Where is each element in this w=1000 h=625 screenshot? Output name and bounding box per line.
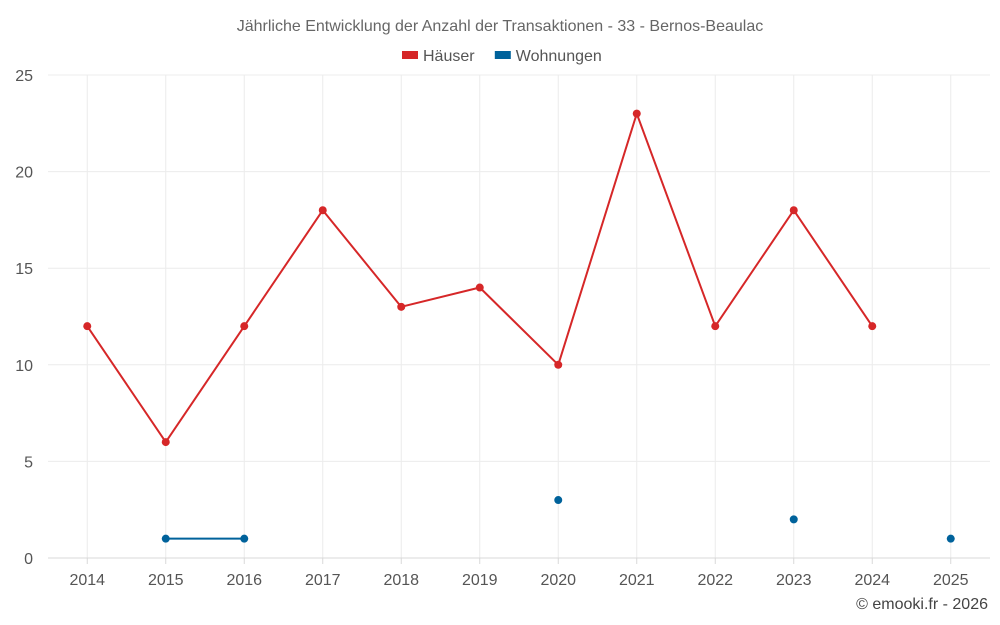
y-tick-label: 25 xyxy=(15,68,33,85)
x-tick-label: 2017 xyxy=(305,572,341,589)
x-tick-label: 2025 xyxy=(933,572,969,589)
series-line-segment xyxy=(714,209,795,328)
x-tick-label: 2021 xyxy=(619,572,655,589)
series-line-segment xyxy=(164,325,246,444)
series-line-segment xyxy=(792,209,874,328)
x-tick-label: 2024 xyxy=(854,572,890,589)
series-Wohnungen xyxy=(161,496,955,543)
series-line-segment xyxy=(635,112,717,328)
data-point xyxy=(632,109,641,118)
data-point xyxy=(475,283,484,292)
series-line-segment xyxy=(557,112,638,366)
y-tick-label: 20 xyxy=(15,165,33,182)
x-tick-label: 2014 xyxy=(69,572,105,589)
data-point xyxy=(83,322,92,331)
series-line-segment xyxy=(86,325,167,444)
data-point xyxy=(240,534,249,543)
chart-title: Jährliche Entwicklung der Anzahl der Tra… xyxy=(237,18,764,35)
x-tick-label: 2020 xyxy=(540,572,576,589)
legend-label: Wohnungen xyxy=(516,48,602,65)
legend-swatch xyxy=(402,51,418,59)
x-tick-label: 2019 xyxy=(462,572,498,589)
x-tick-label: 2022 xyxy=(697,572,733,589)
y-tick-label: 5 xyxy=(24,454,33,471)
series-line-segment xyxy=(478,286,560,366)
credit: © emooki.fr - 2026 xyxy=(856,596,988,613)
y-tick-label: 0 xyxy=(24,551,33,568)
data-point xyxy=(868,322,877,331)
y-tick-label: 10 xyxy=(15,358,33,375)
data-point xyxy=(789,515,798,524)
series-Häuser xyxy=(83,109,877,447)
x-tick-label: 2015 xyxy=(148,572,184,589)
plot-area xyxy=(83,109,955,543)
x-tick-label: 2018 xyxy=(383,572,419,589)
legend-swatch xyxy=(494,51,511,59)
legend: Häuser Wohnungen xyxy=(402,48,602,65)
series-line-segment xyxy=(400,286,481,308)
data-point xyxy=(711,322,720,331)
y-axis: 0 5 10 15 20 25 xyxy=(15,68,33,568)
data-point xyxy=(554,360,563,369)
data-point xyxy=(397,302,406,311)
series-line-segment xyxy=(243,209,324,328)
data-point xyxy=(161,534,170,543)
data-point xyxy=(789,206,798,215)
x-tick-label: 2023 xyxy=(776,572,812,589)
series-line-segment xyxy=(321,209,403,308)
y-tick-label: 15 xyxy=(15,261,33,278)
legend-label: Häuser xyxy=(423,48,475,65)
data-point xyxy=(554,496,563,505)
x-axis: 2014 2015 2016 2017 2018 2019 2020 2021 2022 2023… xyxy=(48,557,990,589)
data-point xyxy=(240,322,249,331)
data-point xyxy=(946,534,955,543)
x-tick-label: 2016 xyxy=(226,572,262,589)
data-point xyxy=(318,206,327,215)
grid xyxy=(48,74,990,558)
data-point xyxy=(161,438,170,447)
